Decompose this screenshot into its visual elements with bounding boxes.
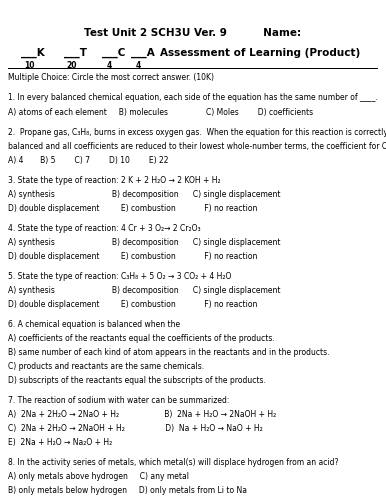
Text: 1. In every balanced chemical equation, each side of the equation has the same n: 1. In every balanced chemical equation, … (8, 94, 378, 102)
Text: balanced and all coefficients are reduced to their lowest whole-number terms, th: balanced and all coefficients are reduce… (8, 142, 386, 150)
Text: 10: 10 (24, 61, 34, 70)
Text: Multiple Choice: Circle the most correct answer. (10K): Multiple Choice: Circle the most correct… (8, 74, 214, 82)
Text: ___C: ___C (102, 48, 126, 58)
Text: E)  2Na + H₂O → Na₂O + H₂: E) 2Na + H₂O → Na₂O + H₂ (8, 438, 112, 446)
Text: 5. State the type of reaction: C₃H₈ + 5 O₂ → 3 CO₂ + 4 H₂O: 5. State the type of reaction: C₃H₈ + 5 … (8, 272, 231, 280)
Text: D) double displacement         E) combustion            F) no reaction: D) double displacement E) combustion F) … (8, 252, 257, 260)
Text: C) products and reactants are the same chemicals.: C) products and reactants are the same c… (8, 362, 204, 370)
Text: 3. State the type of reaction: 2 K + 2 H₂O → 2 KOH + H₂: 3. State the type of reaction: 2 K + 2 H… (8, 176, 220, 184)
Text: B) same number of each kind of atom appears in the reactants and in the products: B) same number of each kind of atom appe… (8, 348, 329, 356)
Text: A) coefficients of the reactants equal the coefficients of the products.: A) coefficients of the reactants equal t… (8, 334, 274, 342)
Text: A) synthesis                        B) decomposition      C) single displacement: A) synthesis B) decomposition C) single … (8, 190, 280, 198)
Text: D) subscripts of the reactants equal the subscripts of the products.: D) subscripts of the reactants equal the… (8, 376, 266, 384)
Text: D) double displacement         E) combustion            F) no reaction: D) double displacement E) combustion F) … (8, 204, 257, 212)
Text: ___A: ___A (131, 48, 155, 58)
Text: 6. A chemical equation is balanced when the: 6. A chemical equation is balanced when … (8, 320, 180, 328)
Text: 7. The reaction of sodium with water can be summarized:: 7. The reaction of sodium with water can… (8, 396, 229, 404)
Text: ___T: ___T (64, 48, 87, 58)
Text: B) only metals below hydrogen     D) only metals from Li to Na: B) only metals below hydrogen D) only me… (8, 486, 247, 494)
Text: 20: 20 (66, 61, 77, 70)
Text: 4: 4 (107, 61, 112, 70)
Text: Test Unit 2 SCH3U Ver. 9          Name:: Test Unit 2 SCH3U Ver. 9 Name: (85, 28, 301, 38)
Text: 2.  Propane gas, C₃H₈, burns in excess oxygen gas.  When the equation for this r: 2. Propane gas, C₃H₈, burns in excess ox… (8, 128, 386, 136)
Text: A) only metals above hydrogen     C) any metal: A) only metals above hydrogen C) any met… (8, 472, 189, 480)
Text: 4: 4 (136, 61, 141, 70)
Text: ___K: ___K (21, 48, 45, 58)
Text: 8. In the activity series of metals, which metal(s) will displace hydrogen from : 8. In the activity series of metals, whi… (8, 458, 338, 466)
Text: A) atoms of each element     B) molecules                C) Moles        D) coef: A) atoms of each element B) molecules C)… (8, 108, 313, 116)
Text: D) double displacement         E) combustion            F) no reaction: D) double displacement E) combustion F) … (8, 300, 257, 308)
Text: C)  2Na + 2H₂O → 2NaOH + H₂                 D)  Na + H₂O → NaO + H₂: C) 2Na + 2H₂O → 2NaOH + H₂ D) Na + H₂O →… (8, 424, 262, 432)
Text: A) 4       B) 5        C) 7        D) 10        E) 22: A) 4 B) 5 C) 7 D) 10 E) 22 (8, 156, 168, 164)
Text: A) synthesis                        B) decomposition      C) single displacement: A) synthesis B) decomposition C) single … (8, 286, 280, 294)
Text: A) synthesis                        B) decomposition      C) single displacement: A) synthesis B) decomposition C) single … (8, 238, 280, 246)
Text: Assessment of Learning (Product): Assessment of Learning (Product) (160, 48, 361, 58)
Text: A)  2Na + 2H₂O → 2NaO + H₂                   B)  2Na + H₂O → 2NaOH + H₂: A) 2Na + 2H₂O → 2NaO + H₂ B) 2Na + H₂O →… (8, 410, 276, 418)
Text: 4. State the type of reaction: 4 Cr + 3 O₂→ 2 Cr₂O₃: 4. State the type of reaction: 4 Cr + 3 … (8, 224, 200, 232)
